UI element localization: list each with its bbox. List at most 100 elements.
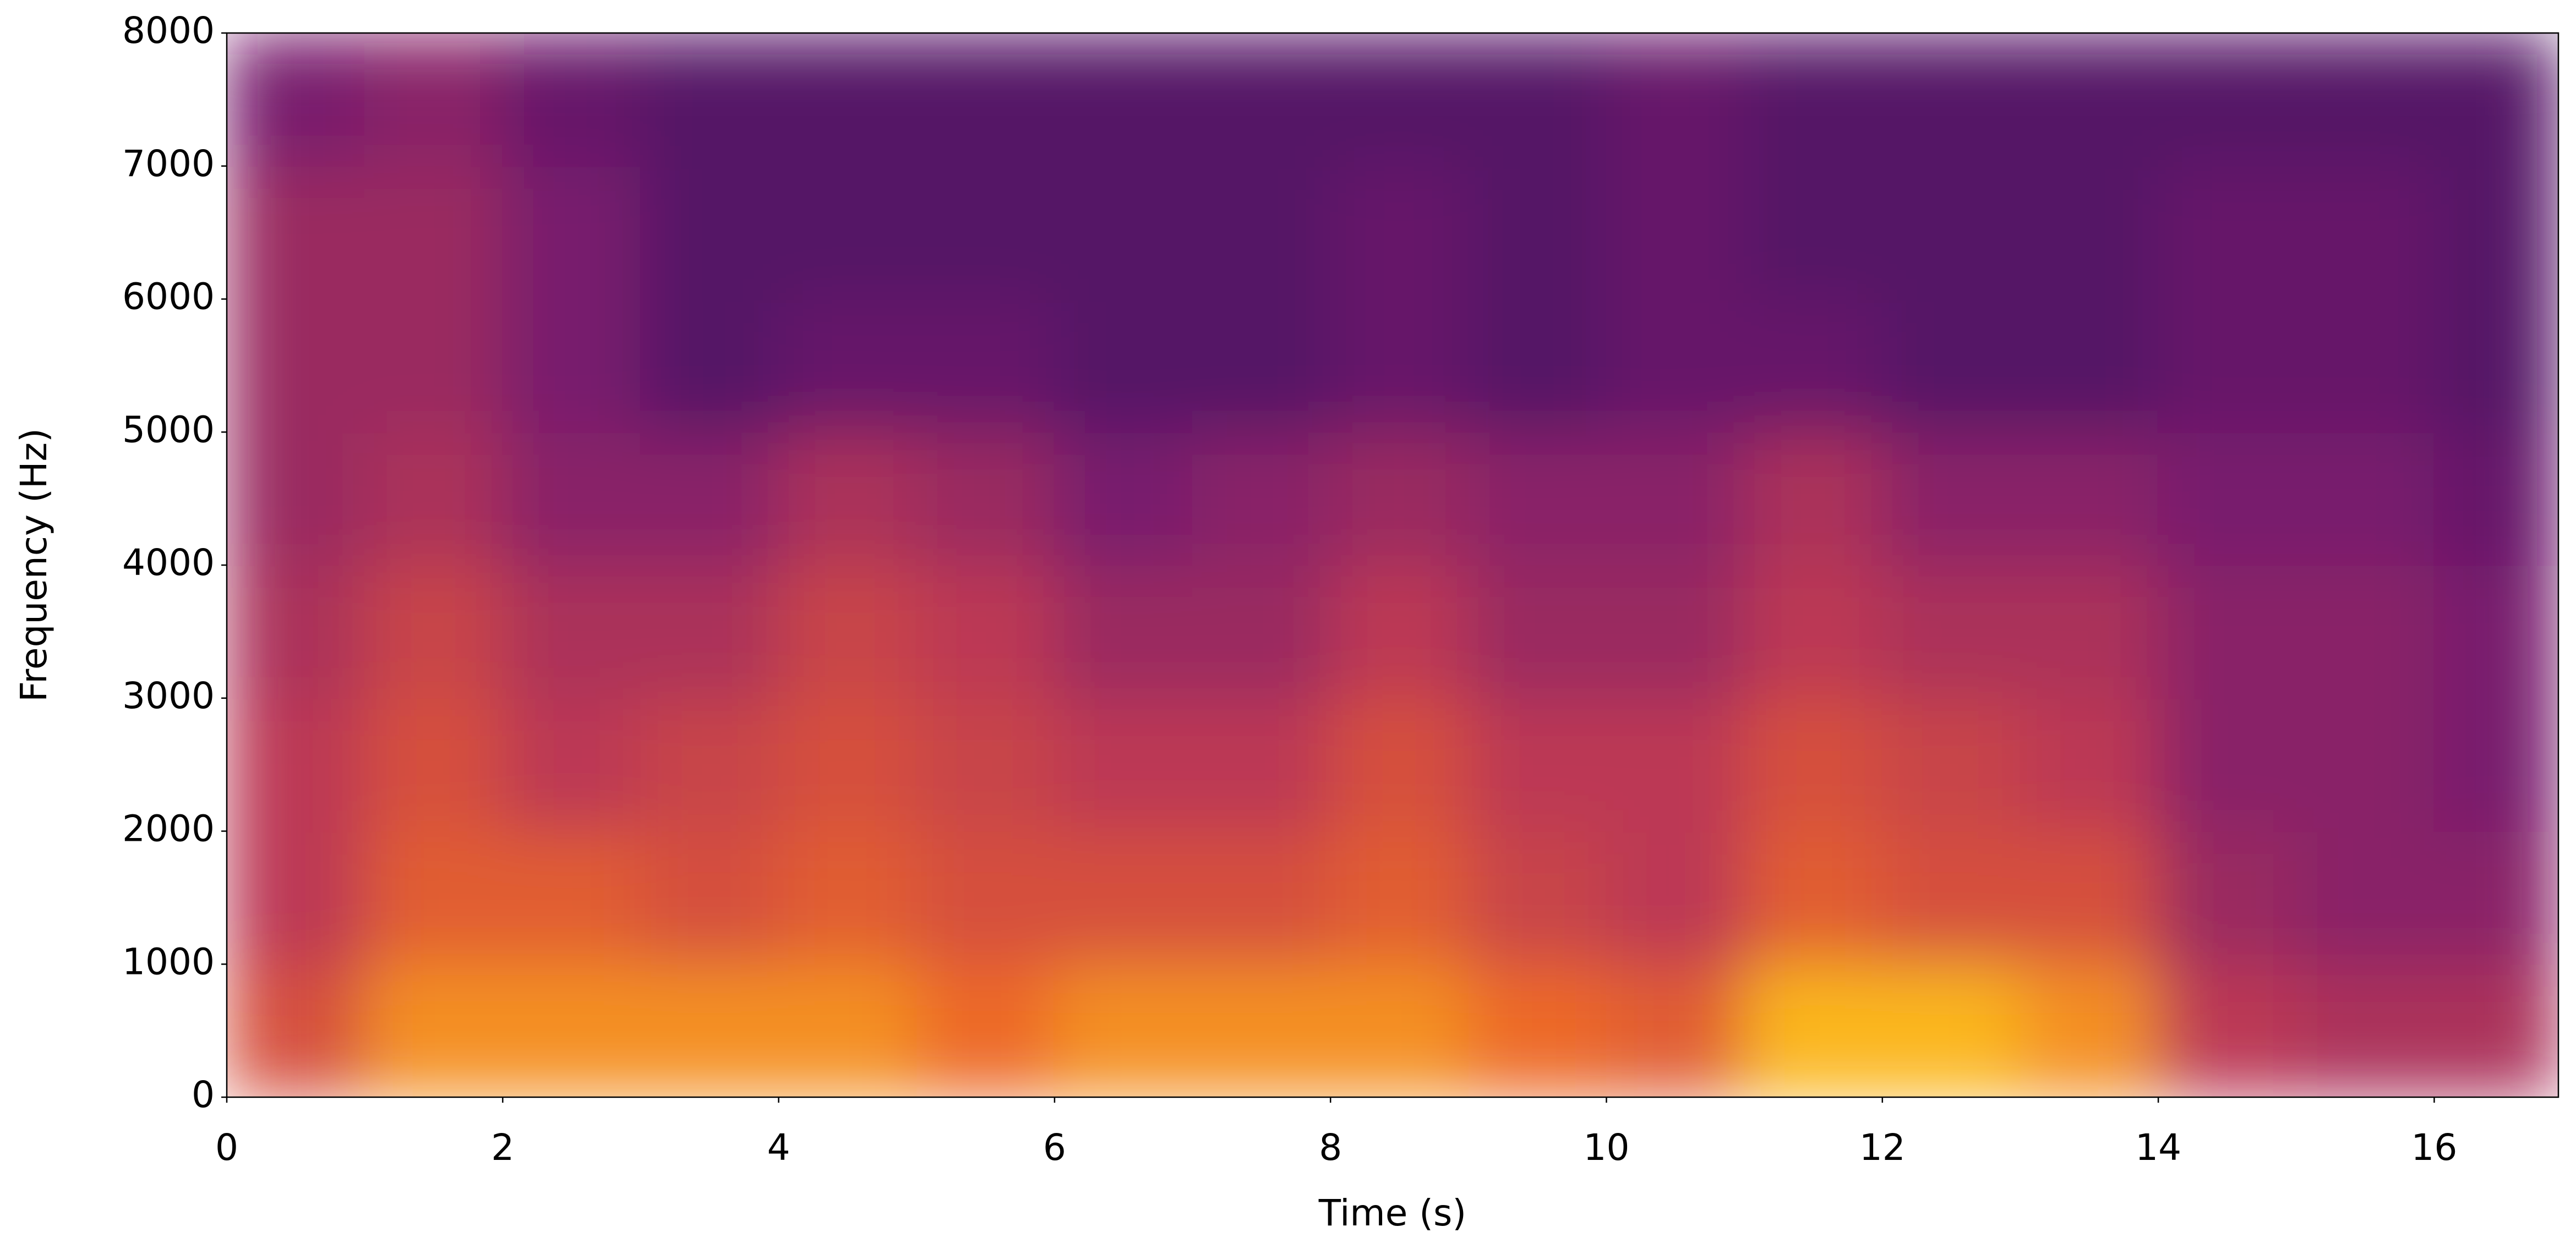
spectrogram-cell <box>778 33 918 167</box>
spectrogram-cell <box>2020 565 2159 699</box>
spectrogram-cell <box>1881 298 2021 433</box>
x-tick-label: 8 <box>1319 1126 1342 1169</box>
spectrogram-cell <box>2158 431 2297 566</box>
spectrogram-cell <box>1606 565 1745 699</box>
spectrogram-cell <box>916 565 1055 699</box>
spectrogram-cell <box>364 298 504 433</box>
spectrogram-cell <box>1467 298 1607 433</box>
spectrogram-cell <box>1192 830 1331 965</box>
spectrogram-cell <box>1744 830 1883 965</box>
spectrogram-cell <box>502 33 641 167</box>
spectrogram-cell <box>640 431 779 566</box>
spectrogram-cell <box>2295 431 2435 566</box>
spectrogram-cell <box>1744 165 1883 300</box>
spectrogram-cell <box>2433 565 2558 699</box>
spectrogram-cell <box>1192 565 1331 699</box>
spectrogram-cell <box>1330 33 1469 167</box>
spectrogram-cell <box>916 165 1055 300</box>
spectrogram-cell <box>227 830 365 965</box>
spectrogram-cell <box>1192 33 1331 167</box>
spectrogram-cell <box>2020 298 2159 433</box>
spectrogram-cell <box>1467 33 1607 167</box>
spectrogram-cell <box>227 963 365 1097</box>
x-tick-label: 10 <box>1584 1126 1630 1169</box>
y-tick-label: 0 <box>192 1074 215 1116</box>
spectrogram-cell <box>227 33 365 167</box>
spectrogram-cell <box>227 565 365 699</box>
spectrogram-cell <box>1054 165 1193 300</box>
spectrogram-cell <box>1744 33 1883 167</box>
spectrogram-cell <box>778 565 918 699</box>
spectrogram-cell <box>916 697 1055 832</box>
y-axis-label: Frequency (Hz) <box>13 428 55 702</box>
spectrogram-cell <box>778 298 918 433</box>
spectrogram-cell <box>1606 830 1745 965</box>
spectrogram-cell <box>2158 165 2297 300</box>
x-axis-label: Time (s) <box>1318 1192 1466 1234</box>
spectrogram <box>227 33 2558 1097</box>
spectrogram-cell <box>227 165 365 300</box>
spectrogram-cell <box>2020 431 2159 566</box>
spectrogram-cell <box>1054 565 1193 699</box>
spectrogram-cell <box>916 33 1055 167</box>
spectrogram-cell <box>2433 697 2558 832</box>
x-tick-label: 14 <box>2135 1126 2181 1169</box>
spectrogram-cell <box>640 963 779 1097</box>
spectrogram-cell <box>1881 697 2021 832</box>
spectrogram-cell <box>778 697 918 832</box>
spectrogram-cell <box>1054 33 1193 167</box>
spectrogram-cell <box>1330 431 1469 566</box>
spectrogram-cell <box>1606 963 1745 1097</box>
spectrogram-cell <box>227 431 365 566</box>
spectrogram-cell <box>502 697 641 832</box>
spectrogram-cell <box>502 298 641 433</box>
spectrogram-cell <box>1192 298 1331 433</box>
y-tick-label: 4000 <box>122 541 215 584</box>
spectrogram-cell <box>640 33 779 167</box>
spectrogram-cell <box>2295 165 2435 300</box>
x-tick-label: 6 <box>1043 1126 1066 1169</box>
spectrogram-cell <box>1881 963 2021 1097</box>
spectrogram-cell <box>1606 431 1745 566</box>
spectrogram-cell <box>1606 33 1745 167</box>
spectrogram-cell <box>2158 830 2297 965</box>
spectrogram-cell <box>1467 565 1607 699</box>
spectrogram-cell <box>1881 33 2021 167</box>
spectrogram-cell <box>1606 165 1745 300</box>
spectrogram-cell <box>778 963 918 1097</box>
spectrogram-cell <box>916 963 1055 1097</box>
spectrogram-cell <box>778 165 918 300</box>
spectrogram-cell <box>2158 565 2297 699</box>
spectrogram-cell <box>502 565 641 699</box>
spectrogram-cell <box>2295 33 2435 167</box>
x-tick-label: 16 <box>2411 1126 2457 1169</box>
x-tick-label: 4 <box>767 1126 790 1169</box>
spectrogram-cell <box>1744 697 1883 832</box>
spectrogram-cell <box>778 830 918 965</box>
spectrogram-cell <box>1330 697 1469 832</box>
spectrogram-cell <box>364 431 504 566</box>
spectrogram-cell <box>1467 963 1607 1097</box>
spectrogram-cell <box>2433 33 2558 167</box>
y-tick-label: 1000 <box>122 940 215 983</box>
spectrogram-cell <box>640 830 779 965</box>
spectrogram-cell <box>2295 963 2435 1097</box>
y-tick-label: 7000 <box>122 143 215 185</box>
spectrogram-cell <box>916 431 1055 566</box>
spectrogram-cell <box>1881 431 2021 566</box>
x-tick-label: 0 <box>215 1126 238 1169</box>
spectrogram-cell <box>2295 565 2435 699</box>
spectrogram-cell <box>364 963 504 1097</box>
spectrogram-cell <box>1606 298 1745 433</box>
spectrogram-cell <box>2433 165 2558 300</box>
spectrogram-cell <box>1467 830 1607 965</box>
spectrogram-cell <box>1881 565 2021 699</box>
spectrogram-cell <box>227 697 365 832</box>
spectrogram-cell <box>1054 298 1193 433</box>
spectrogram-cell <box>640 165 779 300</box>
spectrogram-cell <box>2295 830 2435 965</box>
y-tick-label: 8000 <box>122 9 215 52</box>
spectrogram-cell <box>1192 165 1331 300</box>
spectrogram-cell <box>2020 697 2159 832</box>
